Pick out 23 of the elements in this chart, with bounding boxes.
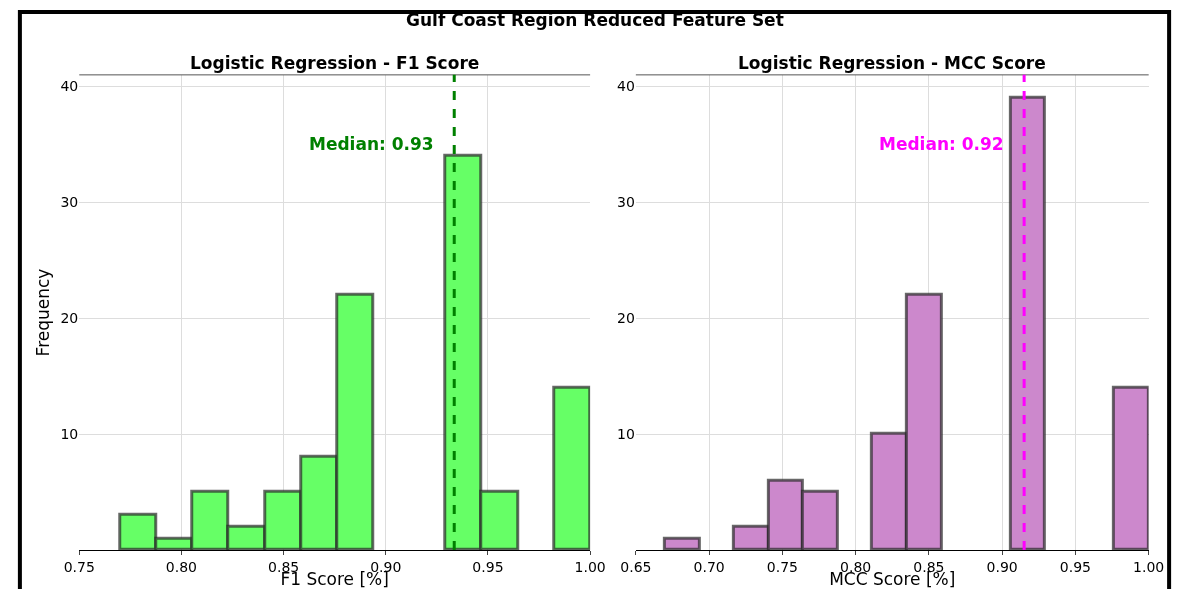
chart-title: Logistic Regression - F1 Score: [190, 53, 480, 73]
y-tick-label: 40: [617, 78, 635, 95]
y-tick-label: 30: [60, 194, 79, 211]
y-tick-label: 10: [60, 426, 79, 443]
x-tick-label: 0.65: [620, 558, 652, 575]
x-tick-label: 0.95: [1059, 558, 1091, 575]
y-axis-title: Frequency: [32, 268, 53, 357]
x-tick-label: 0.75: [63, 558, 95, 575]
x-tick-label: 0.90: [986, 558, 1018, 575]
y-tick-label: 20: [617, 310, 635, 327]
y-tick-label: 30: [617, 194, 635, 211]
ref-line-label: Median: 0.93: [309, 134, 434, 154]
y-tick-label: 10: [617, 426, 635, 443]
x-tick-label: 1.00: [574, 558, 606, 575]
y-tick-label: 40: [60, 78, 79, 95]
x-tick-label: 0.75: [766, 558, 798, 575]
x-tick-label: 1.00: [1133, 558, 1165, 575]
x-tick-label: 0.95: [472, 558, 504, 575]
chart-title: Logistic Regression - MCC Score: [738, 53, 1046, 73]
y-tick-label: 20: [60, 310, 79, 327]
x-tick-label: 0.70: [693, 558, 725, 575]
ref-line-label: Median: 0.92: [879, 134, 1004, 154]
x-tick-label: 0.80: [165, 558, 198, 575]
